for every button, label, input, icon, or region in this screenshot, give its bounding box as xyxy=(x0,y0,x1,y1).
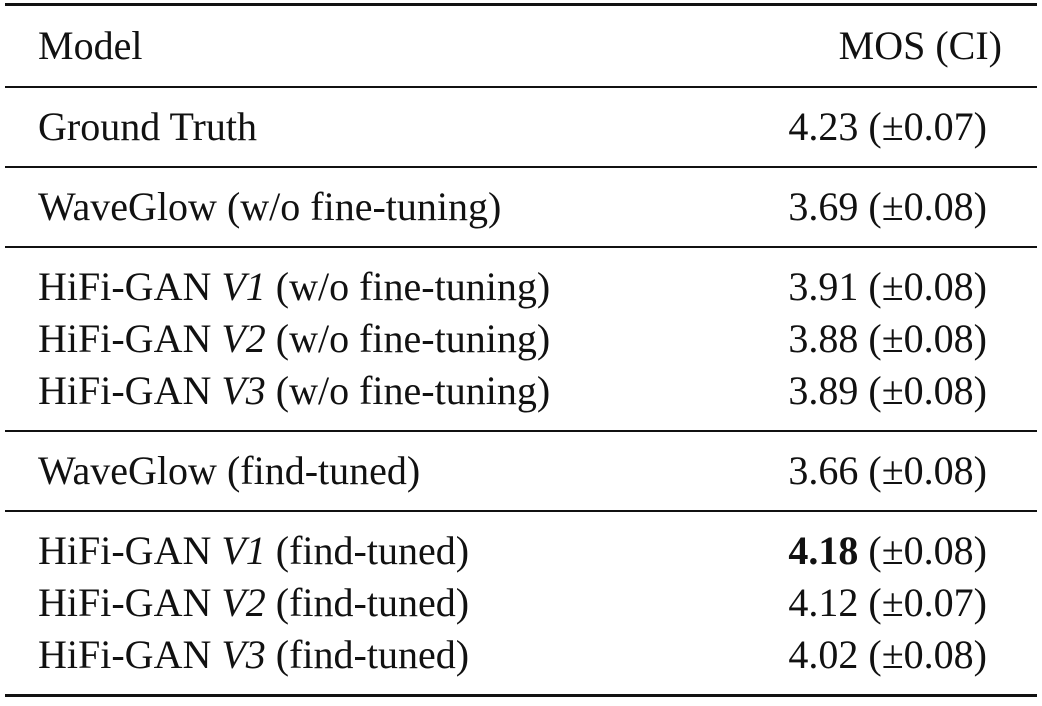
mos-ci: (±0.08) xyxy=(868,316,987,361)
mos-cell: 4.02 (±0.08) xyxy=(714,629,1037,696)
row: WaveGlow (w/o fine-tuning) 3.69 (±0.08) xyxy=(5,167,1037,247)
model-variant: V1 xyxy=(221,264,266,309)
mos-value: 3.69 xyxy=(788,184,859,229)
model-variant: V2 xyxy=(221,316,266,361)
model-variant: V3 xyxy=(221,632,266,677)
model-name: WaveGlow xyxy=(38,448,217,493)
mos-value: 4.23 xyxy=(788,104,859,149)
model-note: (find-tuned) xyxy=(275,528,470,573)
model-note: (w/o fine-tuning) xyxy=(275,368,551,413)
row: HiFi-GAN V2 (w/o fine-tuning) 3.88 (±0.08… xyxy=(5,313,1037,365)
header-mos: MOS (CI) xyxy=(838,23,1002,68)
model-name: HiFi-GAN xyxy=(38,528,212,573)
row: HiFi-GAN V1 (find-tuned) 4.18 (±0.08) xyxy=(5,511,1037,577)
model-note: (w/o fine-tuning) xyxy=(226,184,502,229)
model-note: (find-tuned) xyxy=(275,580,470,625)
model-cell: HiFi-GAN V2 (w/o fine-tuning) xyxy=(5,313,714,365)
mos-ci: (±0.08) xyxy=(868,448,987,493)
mos-cell: 4.23 (±0.07) xyxy=(714,87,1037,167)
model-cell: WaveGlow (find-tuned) xyxy=(5,431,714,511)
row: HiFi-GAN V1 (w/o fine-tuning) 3.91 (±0.08… xyxy=(5,247,1037,313)
row-group: HiFi-GAN V1 (w/o fine-tuning) 3.91 (±0.08… xyxy=(5,247,1037,431)
mos-ci: (±0.08) xyxy=(868,632,987,677)
model-variant: V2 xyxy=(221,580,266,625)
row-group: Ground Truth 4.23 (±0.07) xyxy=(5,87,1037,167)
mos-ci: (±0.08) xyxy=(868,264,987,309)
row: HiFi-GAN V3 (find-tuned) 4.02 (±0.08) xyxy=(5,629,1037,696)
row: Ground Truth 4.23 (±0.07) xyxy=(5,87,1037,167)
model-variant: V3 xyxy=(221,368,266,413)
model-cell: HiFi-GAN V3 (find-tuned) xyxy=(5,629,714,696)
model-cell: HiFi-GAN V1 (find-tuned) xyxy=(5,511,714,577)
mos-cell: 4.12 (±0.07) xyxy=(714,577,1037,629)
mos-cell: 3.91 (±0.08) xyxy=(714,247,1037,313)
model-name: HiFi-GAN xyxy=(38,632,212,677)
header-row: Model MOS (CI) xyxy=(5,5,1037,88)
row: HiFi-GAN V3 (w/o fine-tuning) 3.89 (±0.08… xyxy=(5,365,1037,431)
model-name: Ground Truth xyxy=(38,104,257,149)
mos-value: 3.88 xyxy=(788,316,859,361)
mos-ci: (±0.08) xyxy=(868,528,987,573)
mos-value: 3.89 xyxy=(788,368,859,413)
mos-cell: 4.18 (±0.08) xyxy=(714,511,1037,577)
model-cell: HiFi-GAN V1 (w/o fine-tuning) xyxy=(5,247,714,313)
row: HiFi-GAN V2 (find-tuned) 4.12 (±0.07) xyxy=(5,577,1037,629)
mos-value: 4.18 xyxy=(788,528,859,573)
model-note: (find-tuned) xyxy=(226,448,421,493)
model-note: (find-tuned) xyxy=(275,632,470,677)
header-model: Model xyxy=(38,23,143,68)
row-group: WaveGlow (w/o fine-tuning) 3.69 (±0.08) xyxy=(5,167,1037,247)
mos-ci: (±0.07) xyxy=(868,104,987,149)
model-name: HiFi-GAN xyxy=(38,264,212,309)
mos-cell: 3.69 (±0.08) xyxy=(714,167,1037,247)
mos-ci: (±0.08) xyxy=(868,368,987,413)
model-note: (w/o fine-tuning) xyxy=(275,264,551,309)
mos-value: 4.02 xyxy=(788,632,859,677)
mos-value: 3.66 xyxy=(788,448,859,493)
model-cell: HiFi-GAN V2 (find-tuned) xyxy=(5,577,714,629)
row: WaveGlow (find-tuned) 3.66 (±0.08) xyxy=(5,431,1037,511)
mos-value: 4.12 xyxy=(788,580,859,625)
model-variant: V1 xyxy=(221,528,266,573)
model-name: HiFi-GAN xyxy=(38,368,212,413)
mos-value: 3.91 xyxy=(788,264,859,309)
mos-ci: (±0.07) xyxy=(868,580,987,625)
mos-ci: (±0.08) xyxy=(868,184,987,229)
model-note: (w/o fine-tuning) xyxy=(275,316,551,361)
model-name: WaveGlow xyxy=(38,184,217,229)
results-table: Model MOS (CI) Ground Truth 4.23 (±0.07) W… xyxy=(5,3,1037,697)
model-name: HiFi-GAN xyxy=(38,580,212,625)
mos-cell: 3.88 (±0.08) xyxy=(714,313,1037,365)
row-group: HiFi-GAN V1 (find-tuned) 4.18 (±0.08) HiFi… xyxy=(5,511,1037,696)
model-cell: WaveGlow (w/o fine-tuning) xyxy=(5,167,714,247)
mos-cell: 3.89 (±0.08) xyxy=(714,365,1037,431)
mos-cell: 3.66 (±0.08) xyxy=(714,431,1037,511)
model-cell: Ground Truth xyxy=(5,87,714,167)
row-group: WaveGlow (find-tuned) 3.66 (±0.08) xyxy=(5,431,1037,511)
model-name: HiFi-GAN xyxy=(38,316,212,361)
model-cell: HiFi-GAN V3 (w/o fine-tuning) xyxy=(5,365,714,431)
